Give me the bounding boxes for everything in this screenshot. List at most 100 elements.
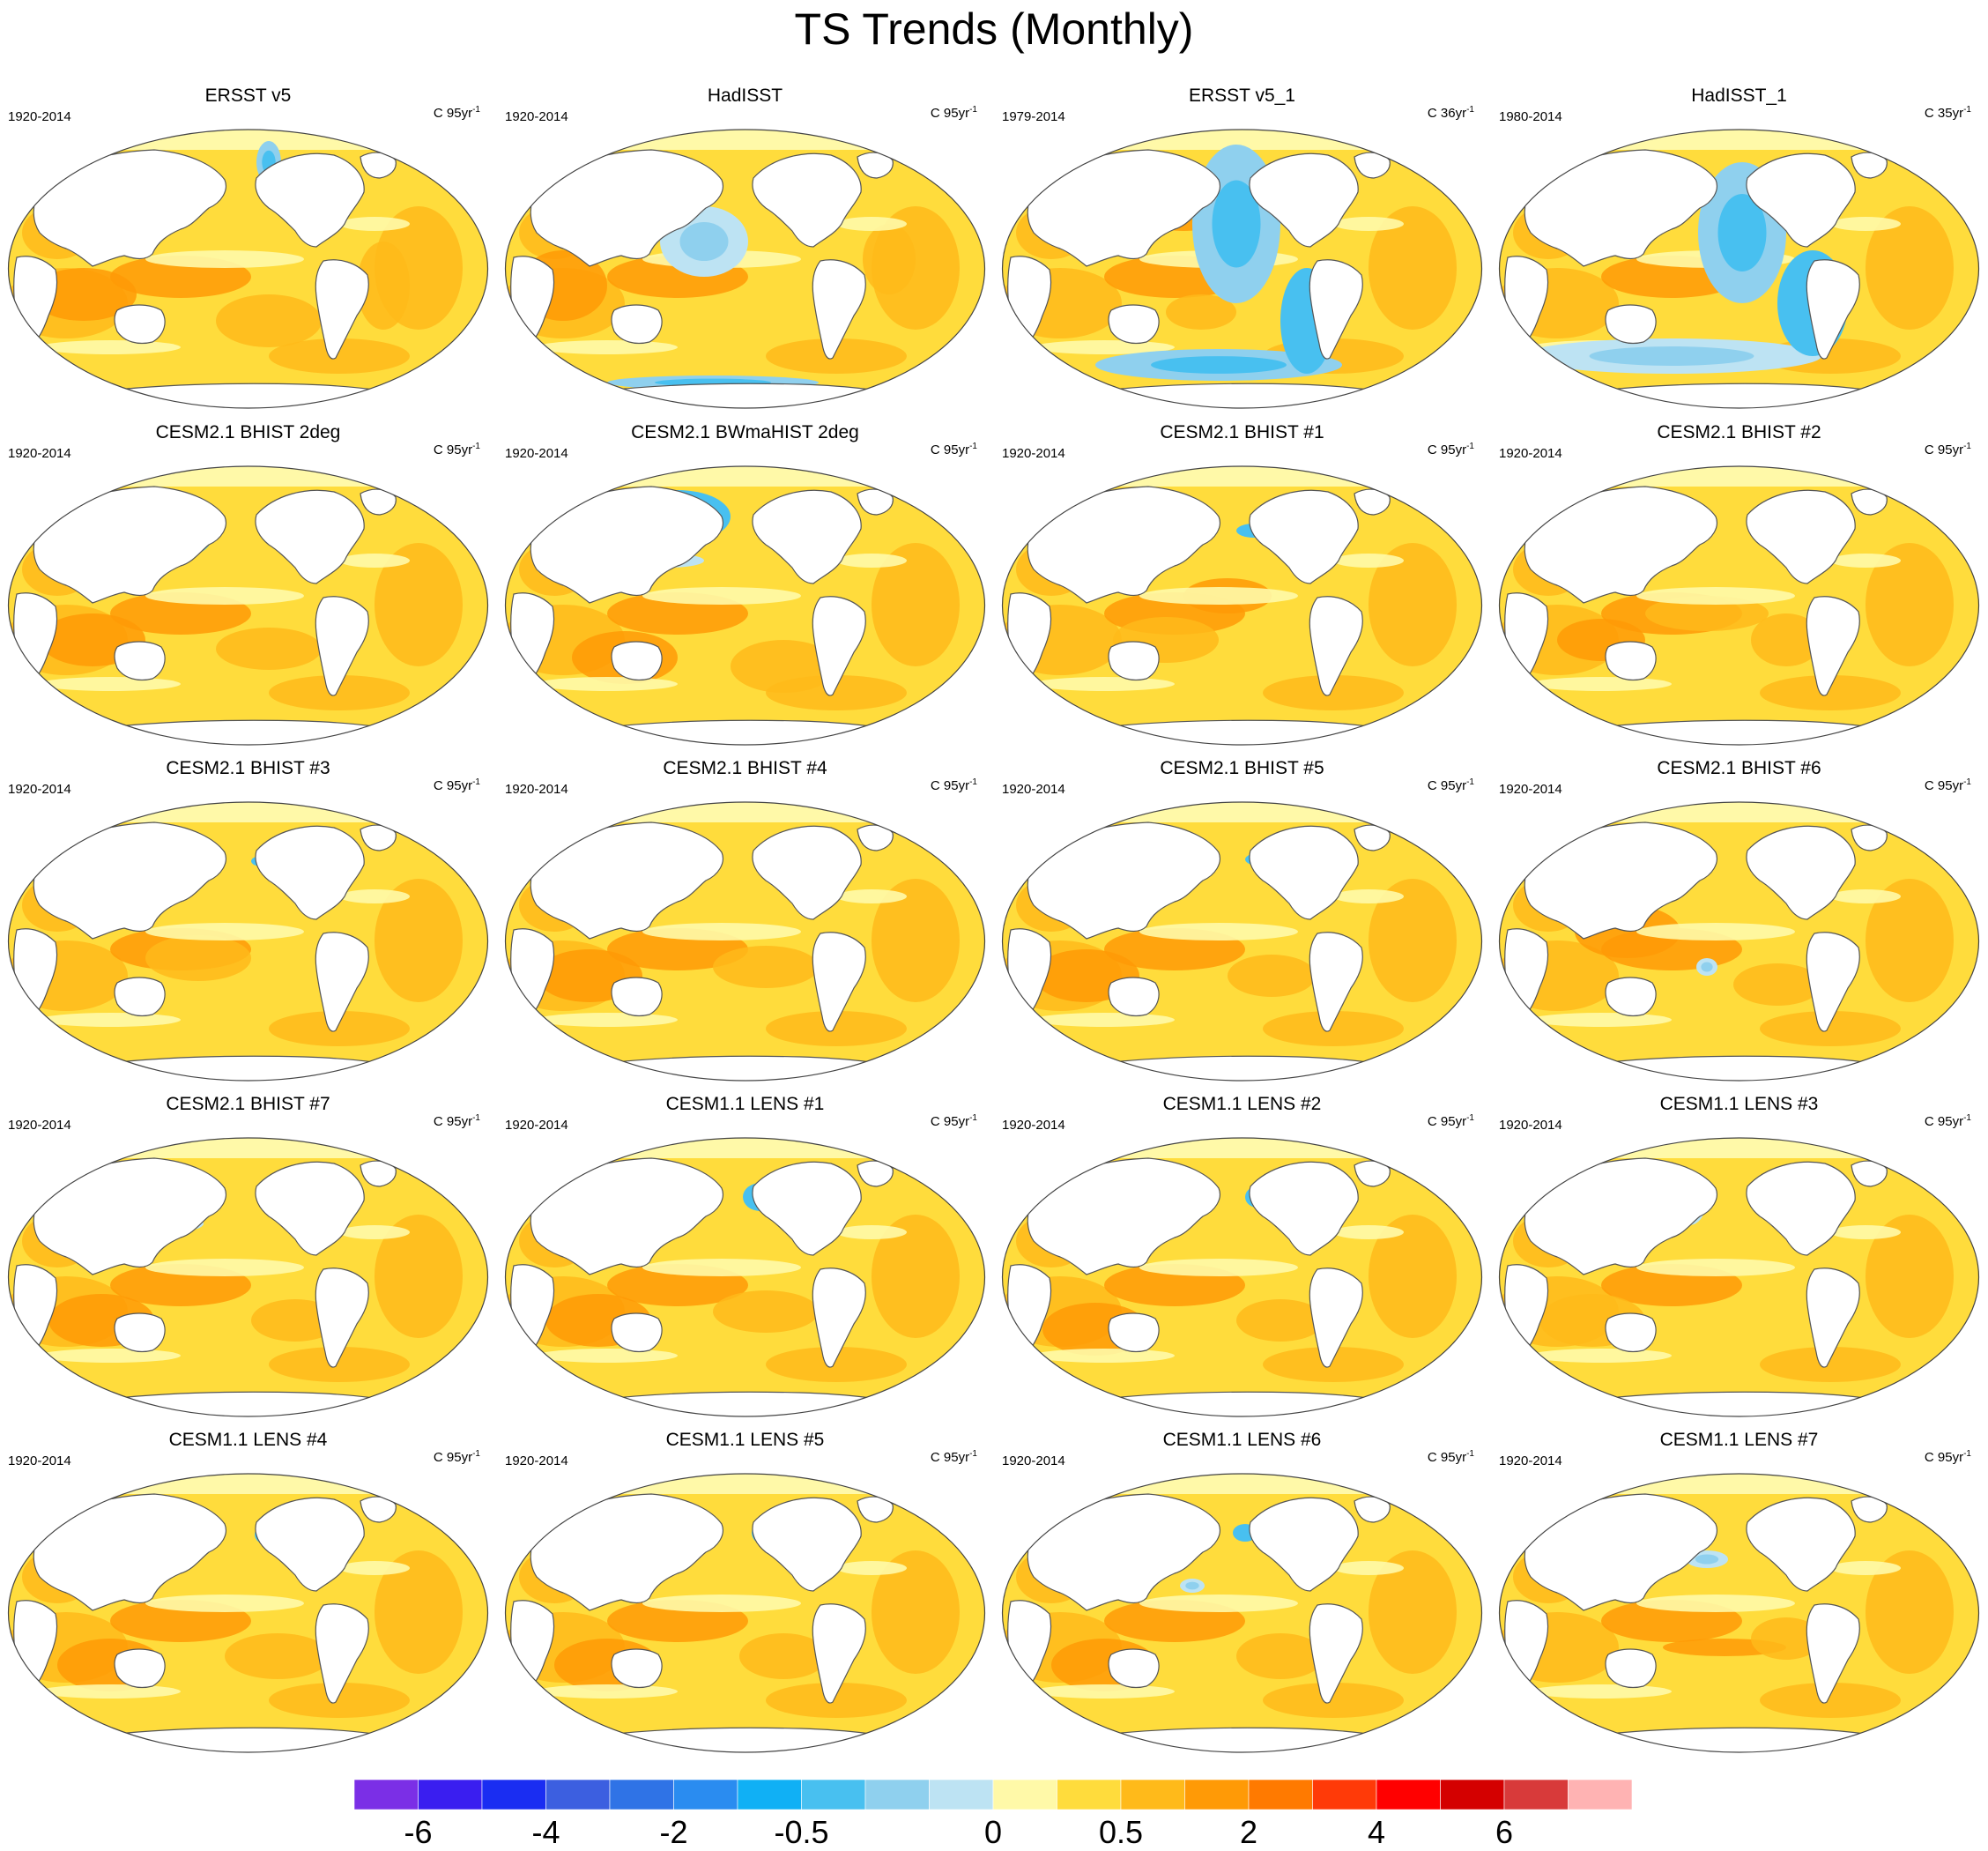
panel-years: 1920-2014: [1002, 1453, 1065, 1468]
arctic-band: [1002, 802, 1482, 822]
warm-anomaly: [1236, 1633, 1324, 1679]
weak-trend-streak: [145, 250, 304, 268]
weak-trend-streak: [1830, 1225, 1901, 1239]
globe-outline: [1001, 1473, 1483, 1753]
landmass-south-america: [1806, 259, 1860, 360]
weak-trend-streak: [339, 889, 410, 903]
landmass-north-america: [1746, 825, 1856, 920]
globe-outline: [1498, 1137, 1980, 1417]
panel-title: CESM2.1 BHIST #7: [166, 1094, 330, 1114]
panel-years: 1980-2014: [1499, 109, 1562, 124]
globe-map: [1001, 1473, 1483, 1753]
landmass-north-america: [1249, 1161, 1359, 1256]
globe-outline: [504, 1137, 986, 1417]
colorbar-swatch: [1312, 1780, 1377, 1810]
arctic-band: [1002, 466, 1482, 487]
warm-anomaly: [1866, 1550, 1954, 1674]
map-panel: CESM2.1 BHIST #4 1920-2014 C 95yr-1: [497, 757, 993, 1092]
globe-map: [1498, 1137, 1980, 1417]
globe-outline: [504, 1473, 986, 1753]
colorbar-tick-label: 2: [1239, 1814, 1258, 1850]
panel-units: C 95yr-1: [434, 106, 480, 122]
panel-units-exponent: -1: [1466, 777, 1474, 787]
globe-outline: [7, 465, 489, 746]
arctic-band: [505, 130, 985, 150]
panel-title: HadISST_1: [1691, 85, 1787, 106]
landmass-australia: [611, 1312, 663, 1353]
globe-map: [504, 1137, 986, 1417]
globe-map: [7, 1137, 489, 1417]
panel-years: 1979-2014: [1002, 109, 1065, 124]
landmass-south-america: [1309, 1267, 1363, 1368]
weak-trend-streak: [145, 587, 304, 605]
landmass-eurasia: [1524, 149, 1717, 267]
panel-units: C 95yr-1: [434, 778, 480, 794]
warm-anomaly: [357, 242, 410, 330]
weak-trend-streak: [1830, 1561, 1901, 1575]
globe-outline: [504, 129, 986, 409]
landmass-australia: [114, 304, 166, 345]
arctic-band: [1499, 802, 1979, 822]
globe-outline: [7, 1473, 489, 1753]
globe-outline: [1498, 1473, 1980, 1753]
landmass-north-america: [1746, 489, 1856, 584]
landmass-australia: [1605, 641, 1657, 681]
landmass-eurasia: [33, 1157, 226, 1275]
cold-anomaly-core: [1589, 346, 1754, 366]
panel-years: 1920-2014: [1002, 1118, 1065, 1133]
landmass-australia: [1108, 977, 1160, 1017]
panel-units-exponent: -1: [1466, 442, 1474, 451]
panel-years: 1920-2014: [505, 1118, 568, 1133]
panel-units-exponent: -1: [1466, 105, 1474, 115]
arctic-band: [1002, 1474, 1482, 1494]
panel-units-text: C 95yr: [1427, 1114, 1467, 1129]
warm-anomaly: [375, 543, 463, 666]
warm-anomaly: [1263, 1683, 1404, 1718]
warm-anomaly: [269, 1683, 410, 1718]
globe-map: [1001, 801, 1483, 1082]
weak-trend-streak: [40, 1349, 181, 1363]
colorbar-swatch: [801, 1780, 866, 1810]
arctic-band: [505, 802, 985, 822]
panel-units-exponent: -1: [969, 1113, 977, 1123]
map-panel: CESM2.1 BHIST 2deg 1920-2014 C 95yr-1: [0, 421, 496, 756]
panel-years: 1920-2014: [1499, 782, 1562, 797]
weak-trend-streak: [537, 1349, 678, 1363]
landmass-eurasia: [33, 821, 226, 940]
cold-anomaly-core: [679, 222, 729, 261]
panel-title: CESM2.1 BHIST #6: [1657, 758, 1821, 778]
landmass-australia: [611, 1648, 663, 1689]
globe-map: [504, 129, 986, 409]
panel-units-text: C 36yr: [1427, 106, 1467, 121]
weak-trend-streak: [1139, 1595, 1298, 1612]
panel-units: C 95yr-1: [1925, 778, 1971, 794]
panel-years: 1920-2014: [505, 446, 568, 461]
warm-anomaly: [375, 879, 463, 1002]
cold-anomaly-core: [1185, 1581, 1199, 1590]
map-panel: CESM1.1 LENS #3 1920-2014 C 95yr-1: [1491, 1093, 1987, 1428]
landmass-north-america: [255, 1161, 365, 1256]
landmass-south-america: [1309, 259, 1363, 360]
weak-trend-streak: [836, 889, 907, 903]
panel-years: 1920-2014: [1002, 782, 1065, 797]
warm-anomaly: [863, 224, 916, 294]
arctic-band: [1499, 1474, 1979, 1494]
warm-anomaly: [1228, 955, 1316, 997]
warm-anomaly: [713, 946, 819, 988]
colorbar-swatch: [609, 1780, 674, 1810]
landmass-australia: [1108, 1312, 1160, 1353]
panel-units-text: C 95yr: [1924, 1450, 1964, 1465]
panel-units: C 95yr-1: [1428, 1114, 1474, 1130]
arctic-band: [8, 466, 488, 487]
arctic-band: [505, 466, 985, 487]
weak-trend-streak: [40, 1684, 181, 1699]
warm-anomaly: [1166, 294, 1236, 330]
landmass-north-america: [255, 152, 365, 248]
warm-anomaly: [1760, 675, 1901, 710]
colorbar-swatch: [1440, 1780, 1505, 1810]
map-panel: CESM2.1 BWmaHIST 2deg 1920-2014 C 95yr-1: [497, 421, 993, 756]
globe-map: [1001, 129, 1483, 409]
colorbar-tick-label: 6: [1495, 1814, 1514, 1850]
weak-trend-streak: [1830, 889, 1901, 903]
landmass-eurasia: [530, 1493, 723, 1611]
